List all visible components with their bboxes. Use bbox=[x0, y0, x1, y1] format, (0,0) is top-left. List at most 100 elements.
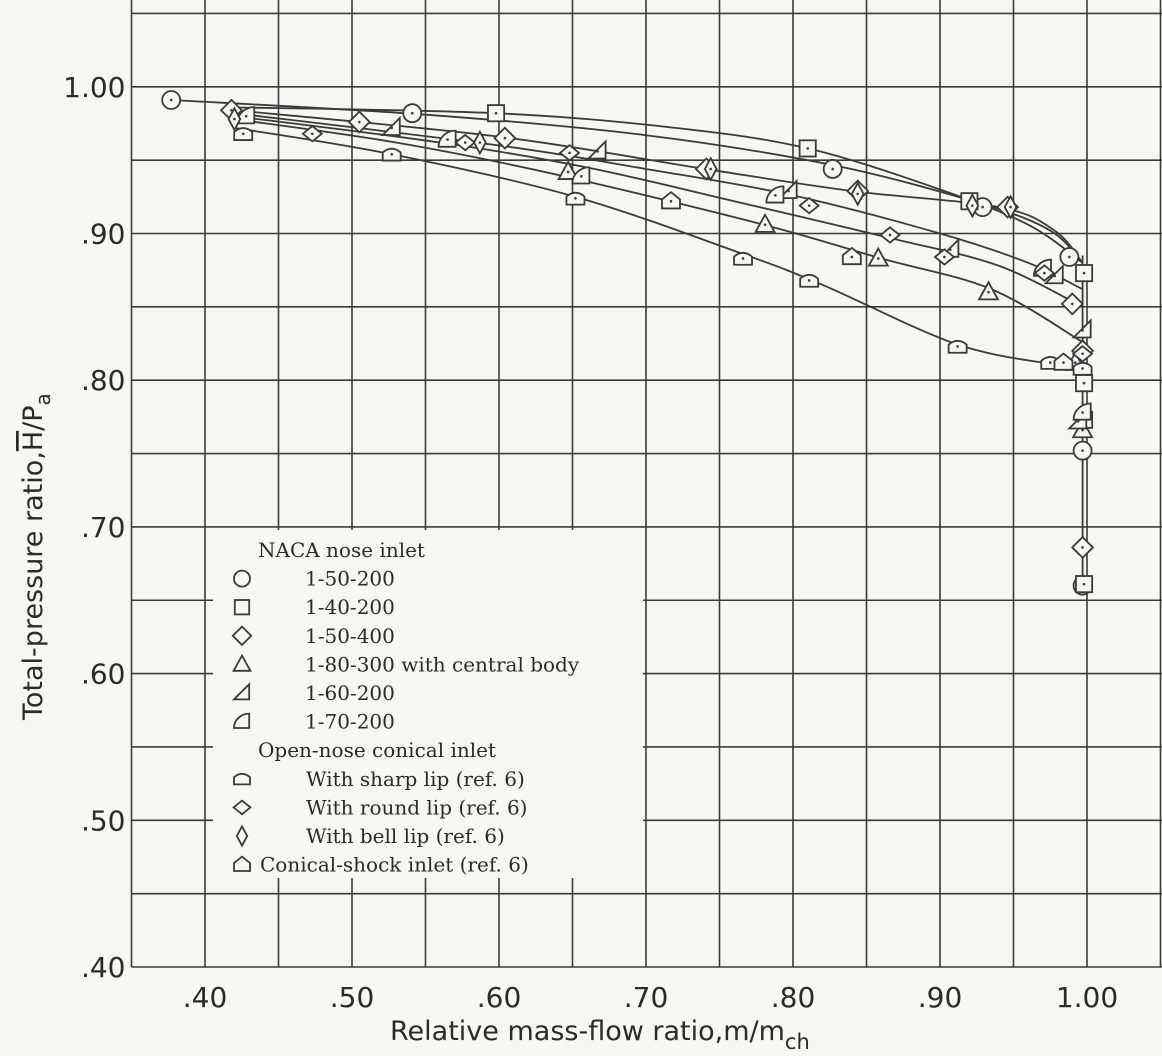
data-point-circle bbox=[822, 159, 843, 179]
data-point-flat-square bbox=[381, 147, 402, 162]
legend-entry-label: 1-50-200 bbox=[305, 567, 395, 591]
data-point-center-dot bbox=[574, 196, 577, 200]
data-point-narrow-diamond bbox=[227, 106, 242, 132]
legend-group-header: NACA nose inlet bbox=[258, 538, 425, 562]
y-tick-label: .50 bbox=[81, 804, 126, 837]
data-point-circle bbox=[1072, 440, 1093, 461]
data-point-center-dot bbox=[806, 147, 809, 150]
data-point-center-dot bbox=[1082, 381, 1086, 385]
fitted-curve bbox=[234, 118, 1084, 343]
data-point-center-dot bbox=[981, 205, 984, 209]
data-point-center-dot bbox=[169, 98, 173, 102]
data-point-diamond bbox=[1070, 535, 1095, 560]
data-point-center-dot bbox=[410, 111, 414, 115]
data-point-flat-square bbox=[947, 339, 968, 354]
data-point-flat-square bbox=[233, 127, 254, 141]
data-point-square bbox=[1075, 575, 1094, 594]
data-point-center-dot bbox=[856, 192, 859, 196]
data-point-narrow-diamond bbox=[703, 156, 718, 182]
x-tick-label: 1.00 bbox=[1056, 981, 1118, 1014]
data-point-center-dot bbox=[956, 345, 959, 348]
data-point-triangle bbox=[977, 280, 1000, 301]
data-point-center-dot bbox=[1062, 361, 1065, 364]
y-tick-label: .80 bbox=[81, 364, 126, 397]
data-point-half-triangle bbox=[586, 139, 607, 160]
x-axis-label: Relative mass-flow ratio,m/mch bbox=[390, 1016, 810, 1054]
data-point-center-dot bbox=[1082, 582, 1086, 586]
data-point-center-dot bbox=[566, 170, 570, 174]
data-point-square bbox=[1075, 264, 1094, 283]
data-point-half-d bbox=[765, 185, 785, 204]
data-point-center-dot bbox=[850, 255, 854, 259]
data-point-narrow-diamond bbox=[1003, 194, 1018, 220]
data-point-half-triangle bbox=[1071, 318, 1092, 339]
data-point-half-d bbox=[1072, 402, 1092, 421]
data-point-center-dot bbox=[503, 136, 507, 140]
data-point-center-dot bbox=[390, 126, 393, 130]
data-point-center-dot bbox=[709, 167, 712, 171]
data-point-center-dot bbox=[1081, 329, 1084, 332]
data-point-center-dot bbox=[669, 199, 673, 203]
data-markers bbox=[161, 90, 1095, 596]
legend-marker-pentagon bbox=[233, 855, 251, 872]
data-point-center-dot bbox=[580, 174, 583, 178]
data-point-center-dot bbox=[876, 257, 880, 260]
data-point-center-dot bbox=[948, 248, 952, 251]
fitted-curve bbox=[234, 115, 1083, 308]
y-tick-label: .70 bbox=[81, 511, 126, 544]
data-point-center-dot bbox=[1081, 411, 1084, 414]
tick-labels: .40 .50 .60 .70 .80 .90 1.00 .40 .50 .60 .70 .80 .90… bbox=[63, 71, 1118, 1014]
data-point-center-dot bbox=[1082, 271, 1086, 275]
x-tick-label: .70 bbox=[624, 981, 669, 1014]
data-point-circle bbox=[402, 103, 423, 124]
x-axis-label-subscript: ch bbox=[785, 1030, 810, 1054]
legend-marker-flat-square bbox=[233, 772, 251, 786]
data-point-half-d bbox=[437, 129, 457, 148]
data-point-flat-diamond bbox=[798, 196, 821, 215]
legend-entry-label: With bell lip (ref. 6) bbox=[306, 824, 505, 848]
data-point-pentagon bbox=[1053, 352, 1074, 371]
x-tick-label: .50 bbox=[330, 981, 375, 1014]
data-point-pentagon bbox=[841, 246, 862, 266]
legend-entry-label: 1-80-300 with central body bbox=[305, 652, 580, 676]
legend-marker-triangle bbox=[232, 653, 252, 672]
data-point-narrow-diamond bbox=[965, 192, 980, 219]
x-tick-label: .90 bbox=[918, 981, 963, 1014]
fitted-curve bbox=[171, 99, 1084, 264]
legend-entry-label: 1-70-200 bbox=[305, 710, 395, 734]
data-point-center-dot bbox=[971, 204, 974, 207]
data-point-diamond bbox=[347, 110, 371, 134]
data-point-narrow-diamond bbox=[473, 129, 487, 156]
data-point-center-dot bbox=[807, 204, 811, 207]
data-point-center-dot bbox=[943, 255, 946, 259]
data-point-half-d bbox=[571, 166, 591, 185]
y-tick-label: .90 bbox=[81, 218, 126, 251]
legend-marker-flat-diamond bbox=[232, 799, 252, 816]
legend-entry-label: 1-50-400 bbox=[305, 624, 395, 648]
data-point-center-dot bbox=[1053, 274, 1056, 278]
data-point-center-dot bbox=[241, 132, 245, 136]
data-point-center-dot bbox=[1068, 255, 1071, 259]
legend-marker-half-d bbox=[233, 712, 251, 729]
data-point-flat-diamond bbox=[879, 226, 901, 244]
data-point-center-dot bbox=[1009, 205, 1012, 209]
data-point-center-dot bbox=[478, 141, 482, 144]
data-point-center-dot bbox=[463, 141, 467, 144]
legend-entry-label: With sharp lip (ref. 6) bbox=[306, 767, 525, 791]
data-point-center-dot bbox=[741, 257, 745, 260]
legend-marker-diamond bbox=[231, 625, 253, 647]
data-point-center-dot bbox=[596, 150, 599, 153]
data-point-circle bbox=[161, 90, 182, 110]
data-point-triangle bbox=[557, 160, 580, 180]
legend-marker-square bbox=[233, 599, 251, 616]
data-point-center-dot bbox=[807, 279, 811, 282]
data-point-triangle bbox=[867, 246, 890, 267]
data-point-center-dot bbox=[494, 111, 498, 115]
data-point-flat-diamond bbox=[558, 144, 581, 162]
data-point-center-dot bbox=[233, 117, 236, 121]
fitted-curves bbox=[171, 99, 1084, 586]
data-point-center-dot bbox=[1073, 361, 1077, 364]
data-point-center-dot bbox=[787, 189, 790, 193]
data-point-flat-diamond bbox=[301, 124, 324, 143]
